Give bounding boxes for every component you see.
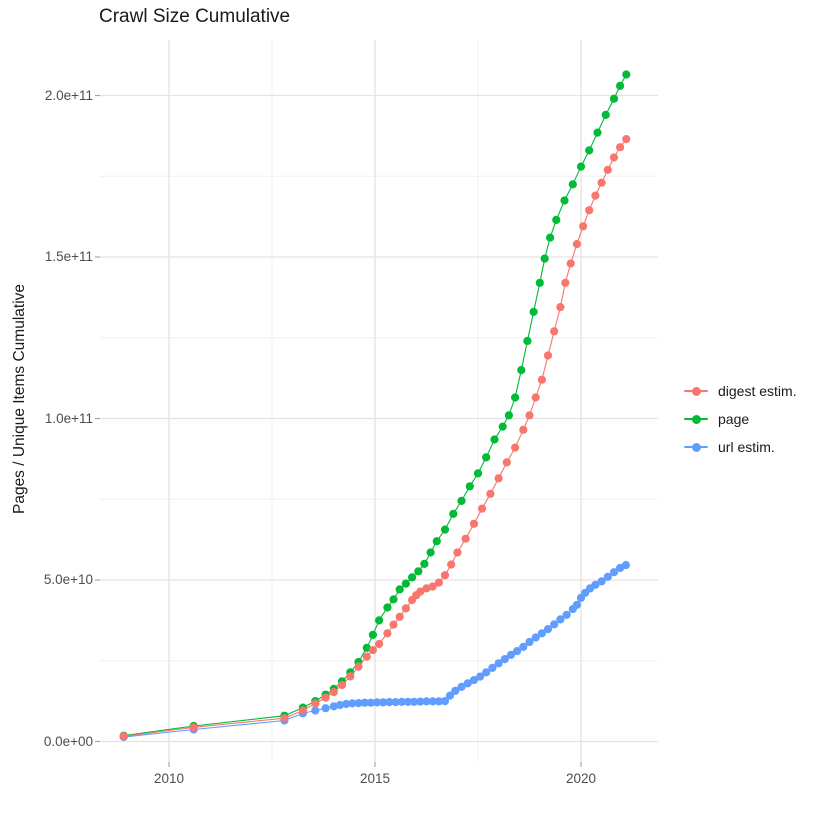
- grid-minor: [100, 40, 658, 762]
- grid-major: [100, 40, 658, 762]
- y-tick-label: 0.0e+00: [43, 733, 93, 749]
- legend-key-page-icon: [683, 406, 709, 432]
- y-tick-label: 1.0e+11: [44, 410, 93, 426]
- legend-item-page: page: [683, 405, 797, 433]
- y-tick-label: 5.0e+10: [43, 572, 93, 587]
- y-tick-label: 2.0e+11: [44, 87, 93, 103]
- chart-title: Crawl Size Cumulative: [99, 6, 291, 27]
- legend-item-url-estim: url estim.: [683, 433, 797, 461]
- legend-key-digest-estim-icon: [683, 378, 709, 404]
- x-tick-label: 2015: [359, 771, 391, 786]
- axis-ticks: [95, 94, 582, 767]
- legend-label: page: [718, 411, 750, 427]
- legend-item-digest-estim: digest estim.: [683, 377, 797, 405]
- series-digest-estim: [119, 135, 631, 741]
- legend: digest estim. page url estim.: [683, 377, 797, 461]
- x-tick-label: 2010: [153, 771, 185, 786]
- legend-label: url estim.: [718, 439, 775, 455]
- y-tick-label: 1.5e+11: [44, 249, 93, 264]
- x-tick-label: 2020: [565, 771, 597, 786]
- legend-label: digest estim.: [718, 383, 797, 399]
- legend-key-url-estim-icon: [683, 434, 709, 460]
- series-url-estim: [119, 561, 631, 742]
